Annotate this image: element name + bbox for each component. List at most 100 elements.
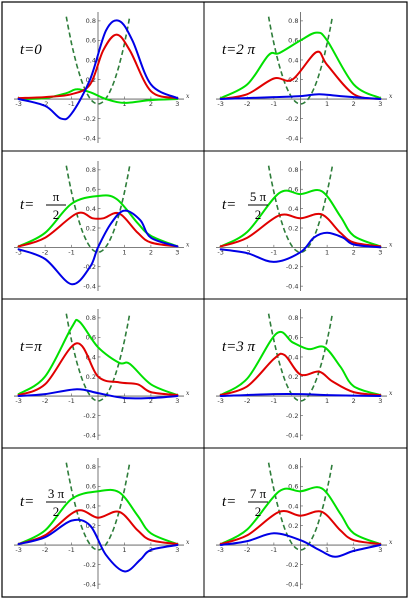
blue-curve: [17, 19, 179, 121]
x-tick-label: 2: [149, 100, 153, 108]
red-curve: [219, 510, 382, 546]
time-label-numerator: 5 π: [250, 189, 267, 204]
y-tick-label: 0.6: [86, 186, 96, 194]
y-tick-label: 0.2: [288, 224, 298, 232]
y-tick-label: 0.8: [288, 314, 298, 322]
x-tick-label: -1: [68, 546, 74, 554]
y-tick-label: -0.4: [286, 580, 299, 588]
x-tick-label: 1: [122, 248, 126, 256]
x-tick-label: -1: [68, 397, 74, 405]
x-tick-label: -3: [217, 248, 223, 256]
panel: -3 -2 -1 1 2 3x-0.4-0.20.20.40.60.8t=π2: [14, 161, 190, 291]
x-tick-label: -2: [42, 100, 48, 108]
red-curve: [17, 509, 179, 546]
blue-curve: [17, 388, 179, 400]
time-label: t=2 π: [222, 42, 256, 58]
panel: -3 -2 -1 1 2 3x-0.4-0.20.20.40.60.8t=0: [14, 12, 190, 143]
y-tick-label: -0.2: [83, 115, 96, 123]
potential-curve: [267, 313, 334, 402]
panel: -3 -2 -1 1 2 3x-0.4-0.20.20.40.60.8t=7 π2: [216, 458, 393, 589]
blue-curve: [219, 93, 382, 100]
y-tick-label: 0.6: [288, 186, 298, 194]
y-tick-label: -0.2: [286, 263, 299, 271]
y-tick-label: 0.6: [86, 37, 96, 45]
panel: -3 -2 -1 1 2 3x-0.4-0.20.20.40.60.8t=π: [14, 309, 190, 440]
y-tick-label: -0.4: [83, 282, 96, 290]
time-label-numerator: 7 π: [250, 486, 267, 501]
y-tick-label: 0.8: [86, 166, 96, 174]
y-tick-label: 0.8: [288, 166, 298, 174]
time-label-numerator: π: [53, 189, 60, 204]
x-tick-label: -3: [15, 100, 21, 108]
time-label-denominator: 2: [53, 207, 60, 222]
green-curve: [219, 486, 382, 546]
green-curve: [219, 330, 382, 397]
green-curve: [219, 189, 382, 248]
time-label: t=: [20, 197, 34, 213]
x-axis-label: x: [389, 539, 393, 546]
green-curve: [17, 194, 179, 248]
y-tick-label: 0.2: [288, 373, 298, 381]
x-tick-label: 1: [325, 397, 329, 405]
y-tick-label: 0.6: [288, 37, 298, 45]
y-tick-label: -0.2: [286, 115, 299, 123]
potential-curve: [65, 313, 131, 402]
y-tick-label: 0.8: [86, 463, 96, 471]
x-tick-label: -3: [15, 397, 21, 405]
blue-curve: [219, 392, 382, 397]
y-tick-label: -0.2: [83, 412, 96, 420]
x-axis-label: x: [186, 539, 190, 546]
y-tick-label: 0.2: [86, 224, 96, 232]
y-tick-label: 0.4: [288, 56, 298, 64]
x-tick-label: 1: [122, 397, 126, 405]
x-tick-label: 3: [175, 100, 179, 108]
time-label: t=3 π: [222, 339, 256, 355]
y-tick-label: 0.6: [288, 334, 298, 342]
red-curve: [17, 33, 179, 100]
y-tick-label: -0.4: [83, 431, 96, 439]
y-tick-label: 0.4: [86, 353, 96, 361]
x-tick-label: 2: [352, 397, 356, 405]
blue-curve: [17, 518, 179, 573]
y-tick-label: 0.8: [86, 314, 96, 322]
y-tick-label: 0.6: [86, 483, 96, 491]
x-tick-label: -2: [42, 248, 48, 256]
time-label-denominator: 2: [255, 504, 262, 519]
panel: -3 -2 -1 1 2 3x-0.4-0.20.20.40.60.8t=5 π2: [216, 161, 393, 291]
time-label-denominator: 2: [255, 207, 262, 222]
y-tick-label: -0.4: [286, 282, 299, 290]
y-tick-label: 0.4: [86, 56, 96, 64]
y-tick-label: 0.2: [288, 522, 298, 530]
panel: -3 -2 -1 1 2 3x-0.4-0.20.20.40.60.8t=3 π2: [14, 458, 190, 589]
time-label-numerator: 3 π: [48, 486, 65, 501]
y-tick-label: 0.8: [288, 17, 298, 25]
y-tick-label: 0.4: [86, 502, 96, 510]
blue-curve: [219, 231, 382, 263]
x-tick-label: 3: [175, 248, 179, 256]
x-tick-label: 2: [352, 100, 356, 108]
time-label: t=π: [20, 339, 42, 355]
x-tick-label: 3: [175, 546, 179, 554]
red-curve: [17, 342, 179, 397]
y-tick-label: 0.4: [288, 502, 298, 510]
red-curve: [17, 211, 179, 248]
y-tick-label: 0.4: [86, 205, 96, 213]
time-label: t=0: [20, 42, 42, 58]
y-tick-label: -0.2: [286, 412, 299, 420]
x-tick-label: 1: [325, 546, 329, 554]
y-tick-label: -0.4: [286, 134, 299, 142]
y-tick-label: 0.8: [288, 463, 298, 471]
y-tick-label: -0.4: [83, 580, 96, 588]
x-axis-label: x: [389, 241, 393, 248]
green-curve: [17, 318, 179, 397]
x-tick-label: -2: [42, 546, 48, 554]
x-axis-label: x: [186, 390, 190, 397]
x-axis-label: x: [186, 241, 190, 248]
blue-curve: [219, 532, 382, 558]
x-tick-label: 2: [352, 248, 356, 256]
y-tick-label: 0.6: [288, 483, 298, 491]
panel: -3 -2 -1 1 2 3x-0.4-0.20.20.40.60.8t=2 π: [216, 12, 393, 143]
y-tick-label: -0.2: [83, 561, 96, 569]
green-curve: [219, 31, 382, 100]
